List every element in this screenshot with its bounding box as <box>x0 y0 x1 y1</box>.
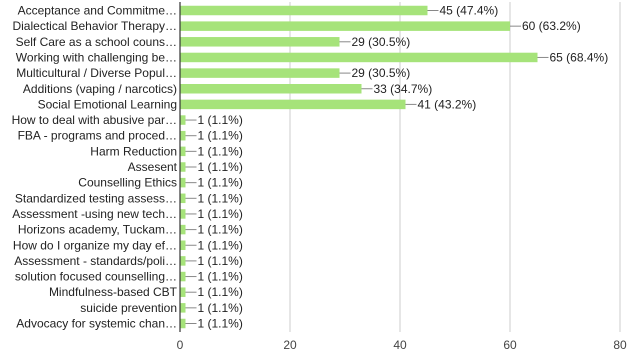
value-label: 1 (1.1%) <box>198 285 243 299</box>
value-leader-lines <box>185 10 549 324</box>
x-tick-label: 60 <box>503 338 517 352</box>
x-tick-labels: 0 20 40 60 80 <box>177 338 627 352</box>
category-label: Assessment - standards/poli… <box>14 254 177 268</box>
category-label: Working with challenging be… <box>16 50 177 64</box>
value-label: 29 (30.5%) <box>352 66 411 80</box>
value-label: 1 (1.1%) <box>198 144 243 158</box>
category-label: Acceptance and Commitme… <box>18 4 177 18</box>
category-label: Self Care as a school couns… <box>16 35 177 49</box>
value-label: 1 (1.1%) <box>198 301 243 315</box>
x-tick-label: 0 <box>177 338 184 352</box>
value-label: 65 (68.4%) <box>550 50 609 64</box>
x-tick-label: 20 <box>283 338 297 352</box>
category-label: Counselling Ethics <box>78 176 177 190</box>
category-label: Social Emotional Learning <box>38 97 177 111</box>
category-label: How do I organize my day ef… <box>13 238 177 252</box>
bar <box>180 162 186 172</box>
category-label: Additions (vaping / narcotics) <box>23 82 177 96</box>
bar <box>180 146 186 157</box>
value-label: 60 (63.2%) <box>522 19 581 33</box>
value-label: 1 (1.1%) <box>198 207 243 221</box>
bar <box>180 115 186 125</box>
category-label: Standardized testing assess… <box>15 191 177 205</box>
bar <box>180 177 186 188</box>
value-label: 1 (1.1%) <box>198 270 243 284</box>
category-label: Dialectical Behavior Therapy… <box>12 19 177 33</box>
bar <box>180 130 186 141</box>
value-label: 1 (1.1%) <box>198 191 243 205</box>
bar <box>180 303 186 313</box>
bar <box>180 99 406 110</box>
value-label: 1 (1.1%) <box>198 129 243 143</box>
category-label: solution focused counselling… <box>15 270 177 284</box>
value-label: 29 (30.5%) <box>352 35 411 49</box>
bars <box>180 5 538 329</box>
bar <box>180 256 186 266</box>
value-label: 1 (1.1%) <box>198 176 243 190</box>
category-label: Harm Reduction <box>90 144 177 158</box>
value-label: 1 (1.1%) <box>198 160 243 174</box>
category-label: FBA - programs and proced… <box>18 129 177 143</box>
bar <box>180 271 186 282</box>
bar <box>180 209 186 219</box>
bar <box>180 193 186 204</box>
value-label: 1 (1.1%) <box>198 317 243 331</box>
bar <box>180 84 362 94</box>
value-label: 1 (1.1%) <box>198 223 243 237</box>
category-label: How to deal with abusive par… <box>12 113 177 127</box>
category-label: Horizons academy, Tuckam… <box>18 223 177 237</box>
value-label: 33 (34.7%) <box>374 82 433 96</box>
value-labels: 45 (47.4%) 60 (63.2%) 29 (30.5%) 65 (68.4%)… <box>198 4 609 331</box>
value-label: 1 (1.1%) <box>198 254 243 268</box>
bar <box>180 224 186 235</box>
value-label: 1 (1.1%) <box>198 238 243 252</box>
bar <box>180 287 186 297</box>
category-label: Advocacy for systemic chan… <box>16 317 177 331</box>
category-labels: Acceptance and Commitme…Dialectical Beha… <box>12 4 178 331</box>
bar <box>180 68 340 78</box>
bar <box>180 240 186 250</box>
value-label: 45 (47.4%) <box>440 4 499 18</box>
category-label: Assessment -using new tech… <box>12 207 177 221</box>
category-label: Mindfulness-based CBT <box>49 285 178 299</box>
value-label: 41 (43.2%) <box>418 97 477 111</box>
bar <box>180 5 428 16</box>
x-tick-label: 40 <box>393 338 407 352</box>
bar <box>180 37 340 47</box>
value-label: 1 (1.1%) <box>198 113 243 127</box>
category-label: suicide prevention <box>80 301 177 315</box>
bar <box>180 318 186 329</box>
bar <box>180 21 510 31</box>
category-label: Multicultural / Diverse Popul… <box>16 66 177 80</box>
x-tick-label: 80 <box>613 338 627 352</box>
category-label: Assesent <box>128 160 178 174</box>
bar <box>180 52 538 63</box>
